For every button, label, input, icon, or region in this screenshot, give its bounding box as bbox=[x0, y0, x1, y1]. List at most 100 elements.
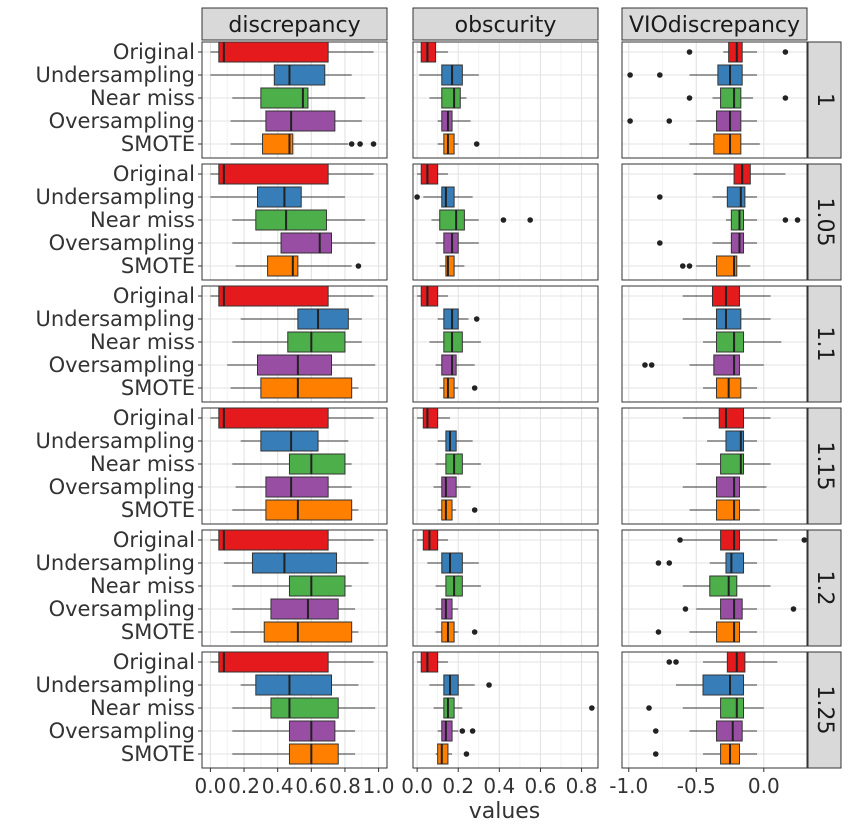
row-strip-1-25 bbox=[807, 651, 842, 769]
panel-viodiscrepancy-1-25-undersampling-box bbox=[702, 674, 745, 696]
panel-discrepancy-1-05-undersampling-box bbox=[257, 186, 302, 208]
panel-discrepancy-1-15-smote-box bbox=[265, 499, 353, 521]
y-tick-label-undersampling: Undersampling bbox=[36, 63, 195, 87]
panel-discrepancy-1-25-undersampling-box bbox=[255, 674, 332, 696]
panel-obscurity-1-25-original-box bbox=[420, 651, 439, 673]
panel-obscurity-1-05-near-miss-box bbox=[439, 209, 465, 231]
panel-discrepancy-1-border bbox=[201, 41, 388, 159]
panel-discrepancy-1-15-border bbox=[201, 407, 388, 525]
panel-viodiscrepancy-1-1-oversampling-outlier-point bbox=[642, 362, 648, 368]
panel-obscurity-1-1-undersampling-box bbox=[443, 308, 459, 330]
row-strip-label-1-15: 1.15 bbox=[812, 442, 837, 491]
panel-viodiscrepancy-1-2-oversampling-outlier-point bbox=[682, 606, 689, 612]
x-tick-label-viodiscrepancy: -1.0 bbox=[609, 774, 648, 798]
panel-viodiscrepancy-1-25-near-miss-outlier-point bbox=[646, 705, 652, 711]
panel-obscurity-1-05-near-miss-outlier-point bbox=[527, 217, 533, 223]
panel-discrepancy-1-1-oversampling-box bbox=[257, 354, 332, 376]
panel-viodiscrepancy-1-original-outlier-point bbox=[686, 49, 693, 55]
panel-discrepancy-1-smote-box bbox=[262, 133, 294, 155]
panel-viodiscrepancy-1-border bbox=[621, 41, 808, 159]
panel-discrepancy-1-1-original-box bbox=[218, 285, 329, 307]
panel-discrepancy-1-near-miss-box bbox=[260, 87, 309, 109]
panel-viodiscrepancy-1-near-miss-outlier-point bbox=[686, 95, 693, 101]
x-tick-label-viodiscrepancy: -0.5 bbox=[677, 774, 716, 798]
column-strip-discrepancy bbox=[201, 7, 388, 41]
y-tick-label-oversampling: Oversampling bbox=[49, 597, 195, 621]
panel-discrepancy-1-25-border bbox=[201, 651, 388, 769]
panel-viodiscrepancy-1-oversampling-outlier-point bbox=[666, 118, 673, 124]
y-tick-label-original: Original bbox=[113, 162, 195, 186]
x-tick-label-obscurity: 0.0 bbox=[401, 774, 433, 798]
panel-obscurity-1-15-smote-outlier-point bbox=[471, 507, 478, 513]
panel-obscurity-1-05-oversampling-box bbox=[443, 232, 459, 254]
panel-viodiscrepancy-1-2-oversampling-box bbox=[720, 598, 743, 620]
y-tick-label-smote: SMOTE bbox=[121, 376, 195, 400]
panel-obscurity-1-15-oversampling-box bbox=[441, 476, 457, 498]
panel-obscurity-1-smote-box bbox=[443, 133, 455, 155]
row-strip-1-2 bbox=[807, 529, 842, 647]
panel-obscurity-1-05-original-box bbox=[420, 163, 439, 185]
y-tick-label-smote: SMOTE bbox=[121, 132, 195, 156]
panel-viodiscrepancy-1-2-undersampling-outlier-point bbox=[666, 560, 673, 566]
x-tick-label-discrepancy: 0.8 bbox=[329, 774, 361, 798]
panel-discrepancy-1-05-border bbox=[201, 163, 388, 281]
panel-obscurity-1-border bbox=[412, 41, 599, 159]
panel-discrepancy-1-25-near-miss-box bbox=[270, 697, 339, 719]
panel-viodiscrepancy-1-25-oversampling-box bbox=[716, 720, 743, 742]
x-tick-label-discrepancy: 0.2 bbox=[228, 774, 260, 798]
panel-viodiscrepancy-1-05-smote-outlier-point bbox=[679, 263, 686, 269]
panel-viodiscrepancy-1-near-miss-outlier-point bbox=[782, 95, 789, 101]
x-tick-label-discrepancy: 0.0 bbox=[195, 774, 227, 798]
y-tick-label-oversampling: Oversampling bbox=[49, 353, 195, 377]
panel-obscurity-1-25-near-miss-outlier-point bbox=[589, 705, 595, 711]
y-tick-label-near-miss: Near miss bbox=[90, 574, 195, 598]
panel-viodiscrepancy-1-2-border bbox=[621, 529, 808, 647]
panel-discrepancy-1-1-near-miss-box bbox=[287, 331, 346, 353]
panel-obscurity-1-1-oversampling-box bbox=[441, 354, 457, 376]
panel-discrepancy-1-15-original-box bbox=[218, 407, 329, 429]
panel-obscurity-1-1-smote-box bbox=[443, 377, 455, 399]
panel-discrepancy-1-1-undersampling-box bbox=[297, 308, 349, 330]
panel-discrepancy-1-05-near-miss-box bbox=[255, 209, 327, 231]
panel-obscurity-1-25-smote-box bbox=[437, 743, 449, 765]
panel-viodiscrepancy-1-1-oversampling-outlier-point bbox=[648, 362, 655, 368]
panel-viodiscrepancy-1-05-near-miss-outlier-point bbox=[782, 217, 789, 223]
panel-discrepancy-1-1-border bbox=[201, 285, 388, 403]
panel-obscurity-1-1-near-miss-box bbox=[443, 331, 463, 353]
panel-viodiscrepancy-1-25-near-miss-box bbox=[720, 697, 745, 719]
panel-discrepancy-1-15-near-miss-box bbox=[288, 453, 346, 475]
panel-viodiscrepancy-1-05-smote-outlier-point bbox=[686, 263, 693, 269]
y-tick-label-undersampling: Undersampling bbox=[36, 673, 195, 697]
y-tick-label-undersampling: Undersampling bbox=[36, 429, 195, 453]
panel-viodiscrepancy-1-25-original-outlier-point bbox=[673, 659, 679, 665]
panel-viodiscrepancy-1-15-undersampling-box bbox=[725, 430, 745, 452]
row-strip-1 bbox=[807, 41, 842, 159]
panel-viodiscrepancy-1-2-oversampling-outlier-point bbox=[790, 606, 797, 612]
panel-obscurity-1-05-undersampling-outlier-point bbox=[414, 194, 420, 200]
panel-obscurity-1-25-border bbox=[412, 651, 599, 769]
y-tick-label-original: Original bbox=[113, 650, 195, 674]
row-strip-label-1-2: 1.2 bbox=[812, 571, 837, 606]
panel-viodiscrepancy-1-05-oversampling-box bbox=[730, 232, 745, 254]
panel-viodiscrepancy-1-05-near-miss-outlier-point bbox=[794, 217, 801, 223]
column-strip-obscurity bbox=[412, 7, 599, 41]
panel-obscurity-1-2-smote-outlier-point bbox=[471, 629, 478, 635]
x-tick-label-viodiscrepancy: 0.0 bbox=[748, 774, 780, 798]
panel-obscurity-1-2-border bbox=[412, 529, 599, 647]
y-tick-label-near-miss: Near miss bbox=[90, 86, 195, 110]
x-axis-title: values bbox=[469, 799, 541, 824]
y-tick-label-original: Original bbox=[113, 40, 195, 64]
panel-obscurity-1-2-oversampling-box bbox=[441, 598, 453, 620]
panel-viodiscrepancy-1-2-near-miss-box bbox=[709, 575, 738, 597]
panel-viodiscrepancy-1-smote-box bbox=[713, 133, 742, 155]
panel-obscurity-1-1-original-box bbox=[420, 285, 439, 307]
row-strip-label-1: 1 bbox=[812, 93, 837, 107]
panel-viodiscrepancy-1-15-near-miss-box bbox=[720, 453, 745, 475]
panel-obscurity-1-oversampling-box bbox=[441, 110, 453, 132]
panel-obscurity-1-15-background bbox=[413, 408, 598, 524]
row-strip-1-05 bbox=[807, 163, 842, 281]
panel-obscurity-1-05-near-miss-outlier-point bbox=[500, 217, 507, 223]
panel-obscurity-1-original-box bbox=[420, 41, 437, 63]
x-tick-label-obscurity: 0.8 bbox=[566, 774, 598, 798]
y-tick-label-original: Original bbox=[113, 406, 195, 430]
